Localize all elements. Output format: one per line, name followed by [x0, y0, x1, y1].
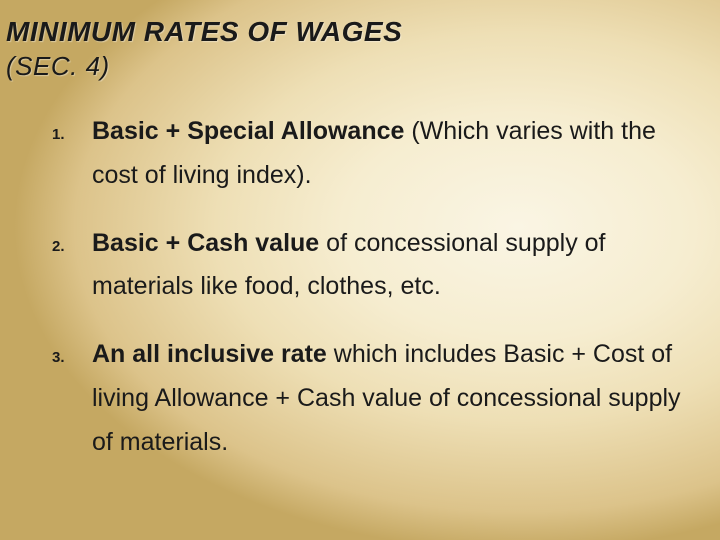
list-marker: 3. [52, 343, 92, 366]
list-marker: 1. [52, 120, 92, 143]
list-content: Basic + Cash value of concessional suppl… [92, 222, 682, 310]
list-item: 2. Basic + Cash value of concessional su… [52, 222, 682, 310]
list-item: 1. Basic + Special Allowance (Which vari… [52, 110, 682, 198]
list-content: Basic + Special Allowance (Which varies … [92, 110, 682, 198]
numbered-list: 1. Basic + Special Allowance (Which vari… [4, 110, 702, 464]
list-bold: Basic + Cash value [92, 229, 319, 257]
list-bold: Basic + Special Allowance [92, 117, 404, 145]
title-block: MINIMUM RATES OF WAGES (SEC. 4) [4, 14, 702, 82]
slide-title: MINIMUM RATES OF WAGES [6, 14, 702, 49]
list-content: An all inclusive rate which includes Bas… [92, 333, 682, 464]
slide-subtitle: (SEC. 4) [6, 51, 702, 82]
slide: MINIMUM RATES OF WAGES (SEC. 4) 1. Basic… [0, 0, 720, 540]
list-item: 3. An all inclusive rate which includes … [52, 333, 682, 464]
list-bold: An all inclusive rate [92, 340, 327, 368]
list-marker: 2. [52, 232, 92, 255]
